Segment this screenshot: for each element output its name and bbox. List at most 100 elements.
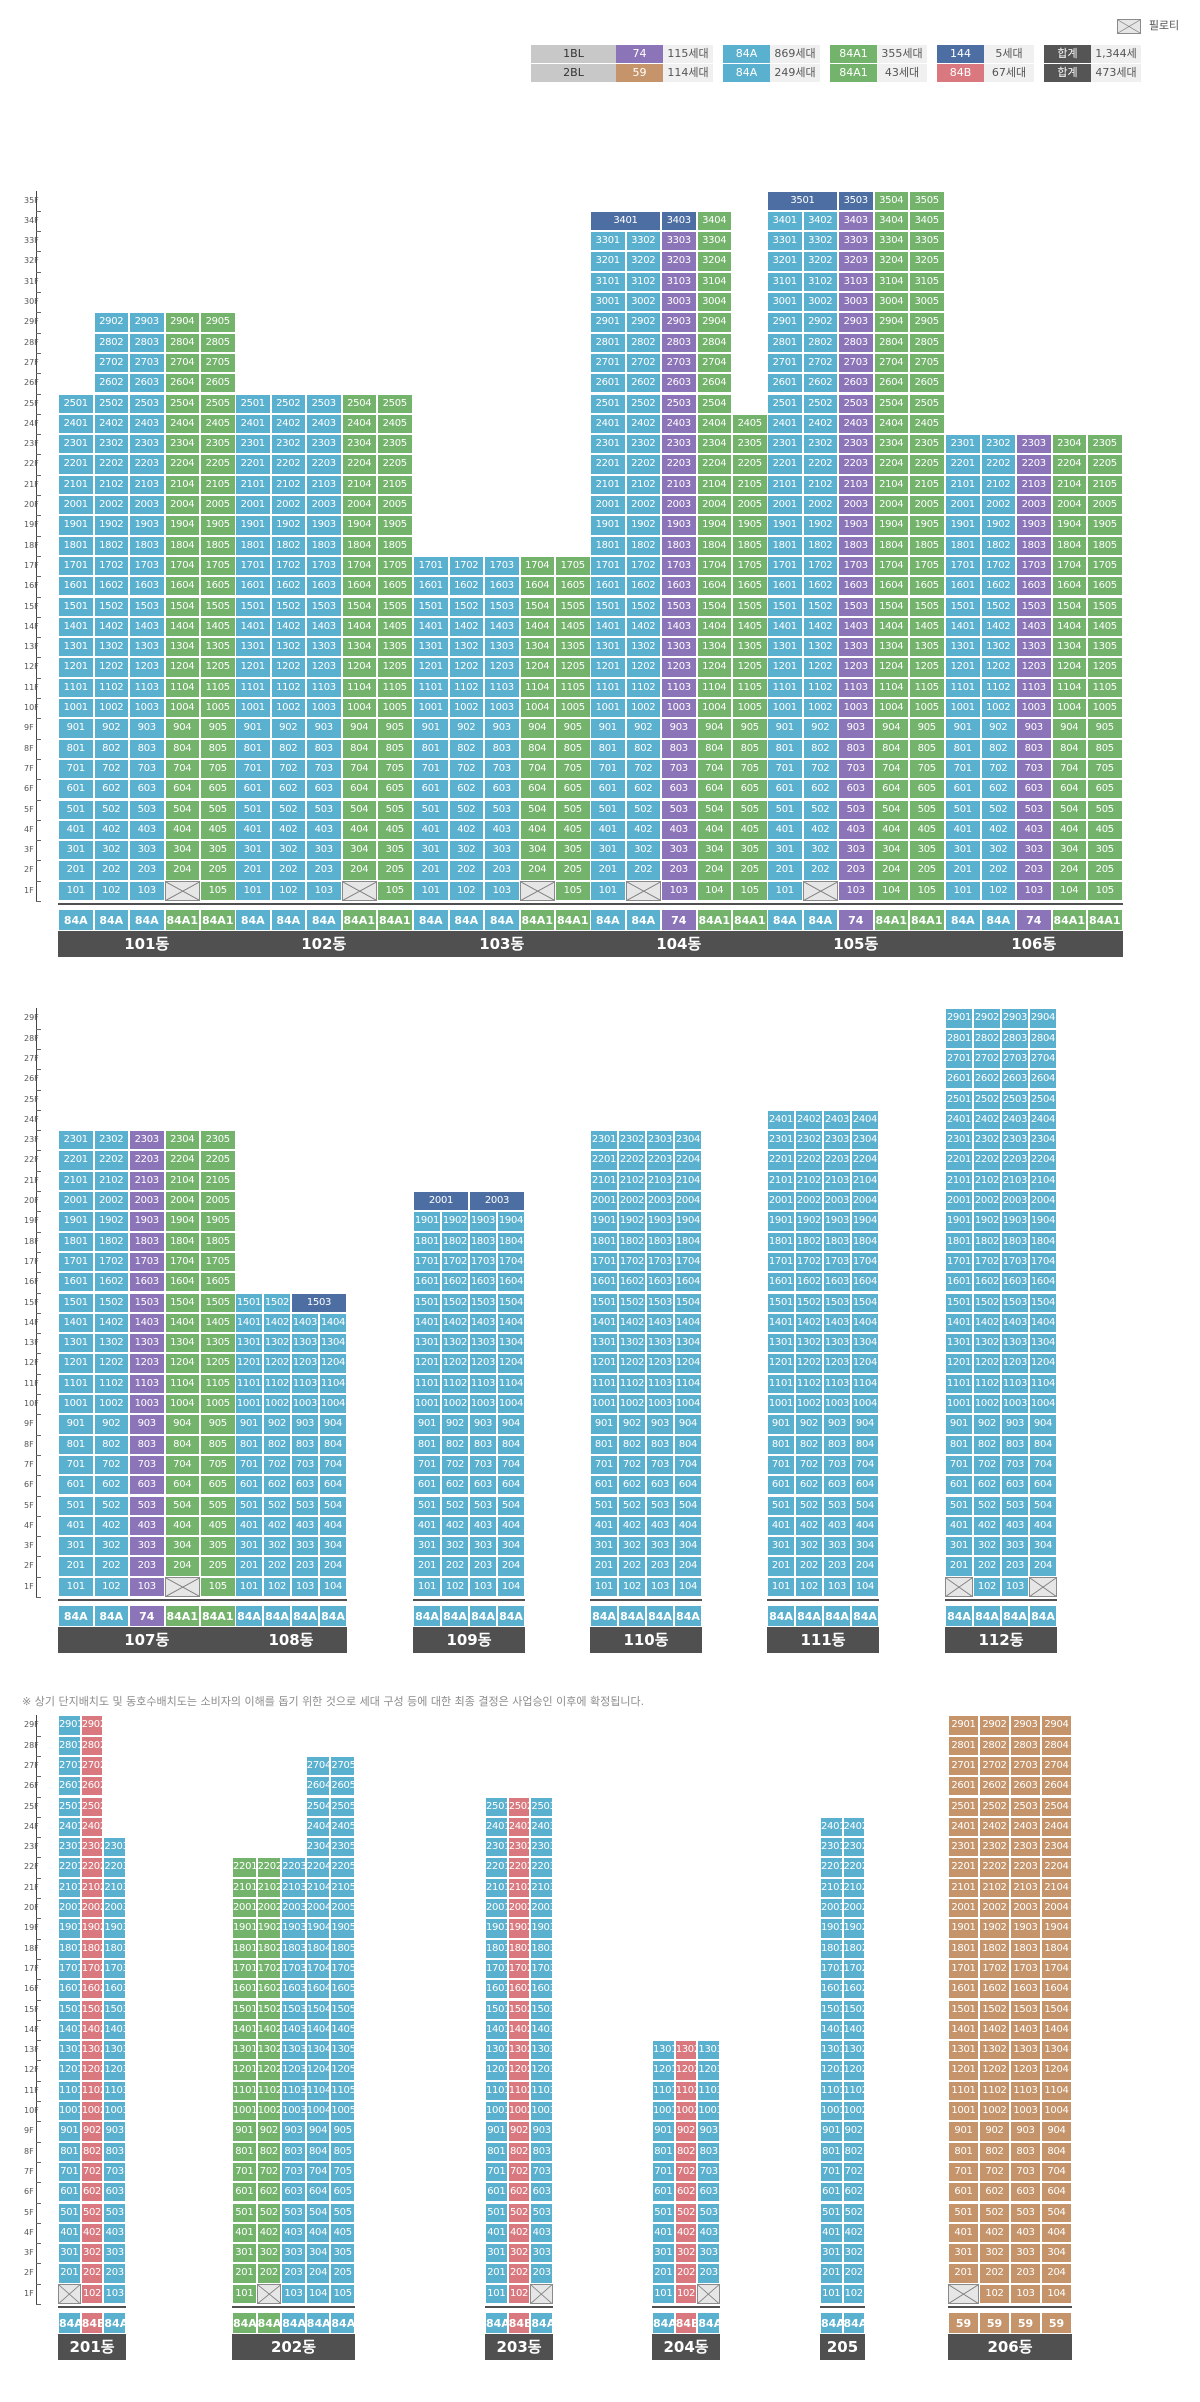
unit-cell[interactable]: 904 bbox=[1029, 1414, 1057, 1435]
unit-cell[interactable]: 2104 bbox=[674, 1170, 702, 1191]
unit-cell[interactable]: 804 bbox=[341, 738, 377, 759]
unit-cell[interactable]: 603 bbox=[646, 1475, 674, 1496]
unit-cell[interactable]: 105 bbox=[732, 880, 768, 901]
unit-cell[interactable]: 305 bbox=[200, 840, 236, 861]
unit-cell[interactable]: 704 bbox=[319, 1454, 347, 1476]
unit-cell[interactable]: 1201 bbox=[820, 2060, 843, 2081]
unit-cell[interactable]: 2702 bbox=[973, 1048, 1001, 1070]
unit-cell[interactable]: 1302 bbox=[256, 2040, 282, 2061]
unit-cell[interactable]: 905 bbox=[1087, 718, 1123, 739]
unit-cell[interactable]: 802 bbox=[270, 738, 306, 759]
unit-cell[interactable]: 203 bbox=[129, 1556, 165, 1577]
unit-cell[interactable]: 1904 bbox=[1051, 515, 1087, 536]
unit-cell[interactable]: 1104 bbox=[341, 677, 377, 698]
unit-cell[interactable]: 1304 bbox=[1041, 2040, 1072, 2061]
unit-cell[interactable]: 704 bbox=[1051, 758, 1087, 780]
unit-cell[interactable]: 901 bbox=[945, 718, 981, 739]
unit-cell[interactable]: 2305 bbox=[909, 434, 945, 455]
unit-cell[interactable]: 701 bbox=[58, 758, 94, 780]
unit-cell[interactable]: 1503 bbox=[1001, 1292, 1029, 1313]
unit-cell[interactable]: 1303 bbox=[469, 1333, 497, 1354]
unit-cell[interactable]: 501 bbox=[58, 799, 94, 820]
unit-cell[interactable]: 1003 bbox=[103, 2101, 127, 2122]
unit-cell[interactable]: 1503 bbox=[823, 1292, 851, 1313]
unit-cell[interactable]: 803 bbox=[646, 1434, 674, 1455]
unit-cell[interactable]: 801 bbox=[235, 1434, 263, 1455]
unit-cell[interactable]: 1802 bbox=[93, 535, 129, 556]
unit-cell[interactable]: 1002 bbox=[979, 2101, 1010, 2122]
unit-cell[interactable]: 1202 bbox=[979, 2060, 1010, 2081]
unit-cell[interactable]: 303 bbox=[1001, 1536, 1029, 1557]
unit-cell[interactable]: 1501 bbox=[235, 596, 271, 617]
unit-cell[interactable]: 2204 bbox=[873, 454, 909, 475]
unit-cell[interactable]: 2101 bbox=[590, 474, 626, 495]
unit-cell[interactable]: 1903 bbox=[1016, 515, 1052, 536]
unit-cell[interactable]: 2002 bbox=[979, 1898, 1010, 1919]
unit-cell[interactable]: 201 bbox=[767, 1556, 795, 1577]
unit-cell[interactable]: 904 bbox=[873, 718, 909, 739]
unit-cell[interactable]: 2603 bbox=[129, 373, 165, 394]
unit-cell[interactable]: 2002 bbox=[795, 1191, 823, 1212]
unit-cell[interactable]: 1802 bbox=[256, 1938, 282, 1959]
unit-cell[interactable]: 2504 bbox=[696, 393, 732, 414]
unit-cell[interactable]: 2305 bbox=[200, 434, 236, 455]
unit-cell[interactable]: 404 bbox=[873, 819, 909, 841]
unit-cell[interactable]: 2104 bbox=[1029, 1170, 1057, 1191]
unit-cell[interactable]: 1502 bbox=[93, 596, 129, 617]
unit-cell[interactable]: 102 bbox=[674, 2283, 698, 2304]
unit-cell[interactable]: 402 bbox=[674, 2222, 698, 2244]
unit-cell[interactable]: 802 bbox=[802, 738, 838, 759]
unit-cell[interactable]: 2202 bbox=[979, 1857, 1010, 1878]
unit-cell[interactable]: 1105 bbox=[377, 677, 413, 698]
unit-cell[interactable]: 1502 bbox=[842, 1999, 865, 2020]
unit-cell[interactable]: 602 bbox=[795, 1475, 823, 1496]
unit-cell[interactable]: 2901 bbox=[945, 1008, 973, 1029]
unit-cell[interactable]: 1204 bbox=[696, 657, 732, 678]
unit-cell[interactable]: 1204 bbox=[674, 1353, 702, 1374]
unit-cell[interactable]: 1301 bbox=[590, 637, 626, 658]
unit-cell[interactable]: 1304 bbox=[305, 2040, 331, 2061]
unit-cell[interactable]: 2203 bbox=[103, 1857, 127, 1878]
unit-cell[interactable]: 2101 bbox=[58, 474, 94, 495]
unit-cell[interactable]: 1803 bbox=[530, 1938, 554, 1959]
unit-cell[interactable]: 2202 bbox=[973, 1150, 1001, 1171]
unit-cell[interactable]: 303 bbox=[697, 2243, 721, 2264]
unit-cell[interactable]: 303 bbox=[530, 2243, 554, 2264]
unit-cell[interactable]: 1105 bbox=[330, 2080, 355, 2101]
unit-cell[interactable]: 404 bbox=[341, 819, 377, 841]
unit-cell[interactable]: 1004 bbox=[164, 1394, 200, 1415]
unit-cell[interactable]: 502 bbox=[507, 2202, 531, 2223]
unit-cell[interactable]: 2601 bbox=[945, 1069, 973, 1090]
unit-cell[interactable]: 2601 bbox=[590, 373, 626, 394]
unit-cell[interactable]: 2304 bbox=[1041, 1837, 1072, 1858]
unit-cell[interactable]: 601 bbox=[58, 1475, 94, 1496]
unit-cell[interactable]: 1902 bbox=[507, 1918, 531, 1939]
unit-cell[interactable]: 105 bbox=[330, 2283, 355, 2304]
unit-cell[interactable]: 1403 bbox=[129, 1312, 165, 1334]
unit-cell[interactable]: 702 bbox=[263, 1454, 291, 1476]
unit-cell[interactable]: 805 bbox=[200, 738, 236, 759]
unit-cell[interactable]: 402 bbox=[618, 1515, 646, 1537]
unit-cell[interactable]: 2104 bbox=[851, 1170, 879, 1191]
unit-cell[interactable]: 2004 bbox=[1041, 1898, 1072, 1919]
unit-cell[interactable]: 2005 bbox=[909, 495, 945, 516]
unit-cell[interactable]: 403 bbox=[291, 1515, 319, 1537]
unit-cell[interactable]: 604 bbox=[519, 779, 555, 800]
unit-cell[interactable]: 1905 bbox=[377, 515, 413, 536]
unit-cell[interactable]: 2501 bbox=[235, 393, 271, 414]
unit-cell[interactable]: 1001 bbox=[767, 698, 803, 719]
unit-cell[interactable]: 1801 bbox=[235, 535, 271, 556]
unit-cell[interactable]: 501 bbox=[590, 1495, 618, 1516]
unit-cell[interactable]: 702 bbox=[507, 2161, 531, 2183]
unit-cell[interactable]: 2604 bbox=[305, 1776, 331, 1797]
unit-cell[interactable]: 401 bbox=[945, 1515, 973, 1537]
unit-merged[interactable]: 3503 bbox=[838, 190, 874, 211]
unit-cell[interactable]: 304 bbox=[519, 840, 555, 861]
unit-cell[interactable]: 703 bbox=[129, 1454, 165, 1476]
unit-cell[interactable]: 3001 bbox=[590, 292, 626, 313]
unit-cell[interactable]: 1103 bbox=[129, 1373, 165, 1394]
unit-cell[interactable]: 2604 bbox=[873, 373, 909, 394]
unit-cell[interactable]: 1501 bbox=[413, 596, 449, 617]
unit-cell[interactable]: 2305 bbox=[330, 1837, 355, 1858]
unit-cell[interactable]: 1705 bbox=[377, 555, 413, 577]
